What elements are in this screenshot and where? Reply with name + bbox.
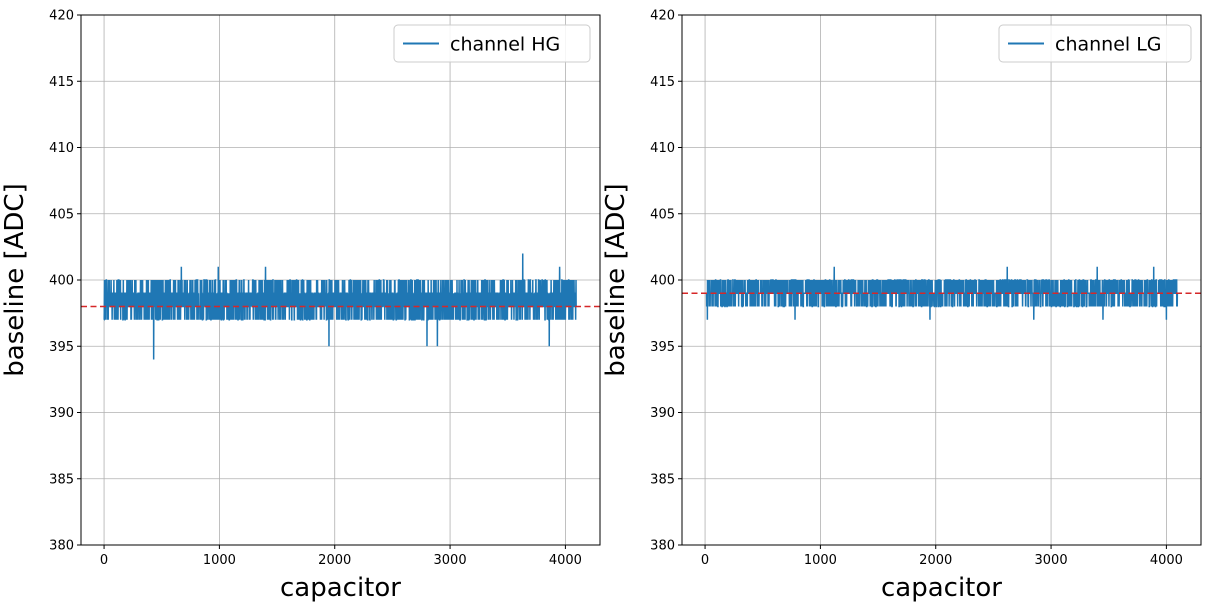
legend-box [998,24,1192,63]
x-axis-label: capacitor [280,573,401,603]
y-axis-label: baseline [ADC] [601,183,631,376]
x-tick-label: 2000 [318,553,351,568]
y-tick-label: 390 [49,406,74,421]
y-tick-label: 395 [650,340,675,355]
x-tick-label: 0 [100,553,108,568]
legend-box [393,24,591,63]
y-tick-label: 405 [650,207,675,222]
legend-label: channel LG [1055,34,1162,56]
legend-label: channel HG [450,34,560,56]
left-subplot-hg: 0 1000 2000 3000 4000 380 385 390 395 400 405 410 41… [0,9,601,603]
y-tick-label: 405 [49,207,74,222]
x-tick-label: 3000 [434,553,467,568]
y-tick-label: 415 [49,75,74,90]
legend: channel LG [998,24,1192,63]
y-tick-label: 420 [650,9,675,24]
y-tick-label: 390 [650,406,675,421]
x-tick-label: 2000 [919,553,952,568]
y-axis-label: baseline [ADC] [0,183,30,376]
y-tick-label: 385 [650,472,675,487]
series-line [103,253,577,360]
legend: channel HG [393,24,591,63]
y-tick-label: 395 [49,340,74,355]
x-tick-label: 0 [701,553,709,568]
y-tick-label: 400 [650,274,675,289]
right-subplot-lg: 0 1000 2000 3000 4000 380 385 390 395 400 405 410 41… [601,9,1202,603]
y-tick-label: 380 [650,539,675,554]
y-tick-label: 385 [49,472,74,487]
y-tick-label: 420 [49,9,74,24]
y-tick-label: 415 [650,75,675,90]
x-tick-label: 3000 [1035,553,1068,568]
x-tick-label: 4000 [549,553,582,568]
x-tick-label: 1000 [203,553,236,568]
y-tick-label: 400 [49,274,74,289]
y-tick-label: 380 [49,539,74,554]
y-tick-label: 410 [49,141,74,156]
y-tick-label: 410 [650,141,675,156]
x-axis-label: capacitor [881,573,1002,603]
x-tick-label: 4000 [1150,553,1183,568]
x-tick-label: 1000 [804,553,837,568]
